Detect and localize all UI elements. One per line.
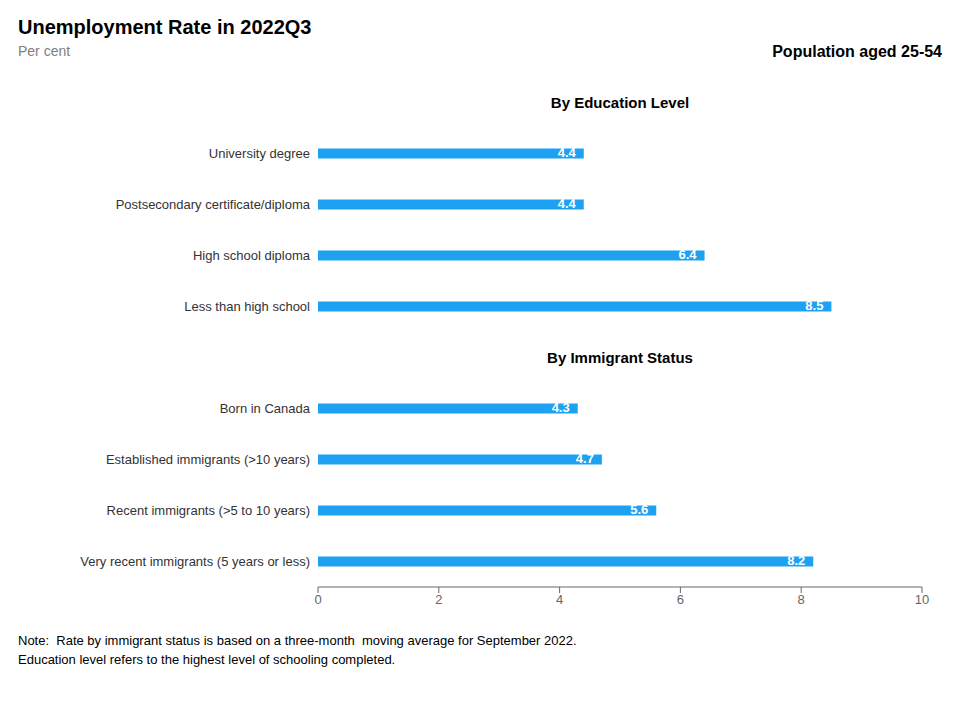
svg-text:6: 6 [677,592,684,607]
svg-text:5.6: 5.6 [630,502,648,517]
html-text:Per cent: Per cent [18,43,71,59]
svg-text:6.4: 6.4 [678,247,697,262]
svg-text:Born in Canada: Born in Canada [220,401,311,416]
svg-text:By Education Level: By Education Level [551,94,689,111]
html-text:Unemployment Rate in 2022Q3: Unemployment Rate in 2022Q3 [18,16,312,38]
svg-text:4.4: 4.4 [558,196,577,211]
html-text:Note: Rate by immigrant status: Note: Rate by immigrant status is based … [18,633,577,648]
svg-text:4.7: 4.7 [576,451,594,466]
svg-text:10: 10 [915,592,929,607]
svg-text:Less than high school: Less than high school [184,299,310,314]
svg-text:8: 8 [798,592,805,607]
svg-text:4.3: 4.3 [552,400,570,415]
html-text:Education level refers to the: Education level refers to the highest le… [18,652,396,667]
svg-text:Established immigrants (>10 ye: Established immigrants (>10 years) [106,452,310,467]
svg-text:4: 4 [556,592,563,607]
svg-text:8.5: 8.5 [805,298,823,313]
svg-text:High school diploma: High school diploma [193,248,311,263]
svg-text:Postsecondary certificate/dipl: Postsecondary certificate/diploma [116,197,311,212]
svg-text:0: 0 [314,592,321,607]
svg-text:University degree: University degree [209,146,310,161]
html-text:Population aged 25-54: Population aged 25-54 [772,43,942,60]
svg-text:By Immigrant Status: By Immigrant Status [547,349,693,366]
svg-text:4.4: 4.4 [558,145,577,160]
svg-text:8.2: 8.2 [787,553,805,568]
svg-text:Recent immigrants (>5 to 10 ye: Recent immigrants (>5 to 10 years) [107,503,310,518]
svg-text:Very recent immigrants (5 year: Very recent immigrants (5 years or less) [80,554,310,569]
svg-text:2: 2 [435,592,442,607]
